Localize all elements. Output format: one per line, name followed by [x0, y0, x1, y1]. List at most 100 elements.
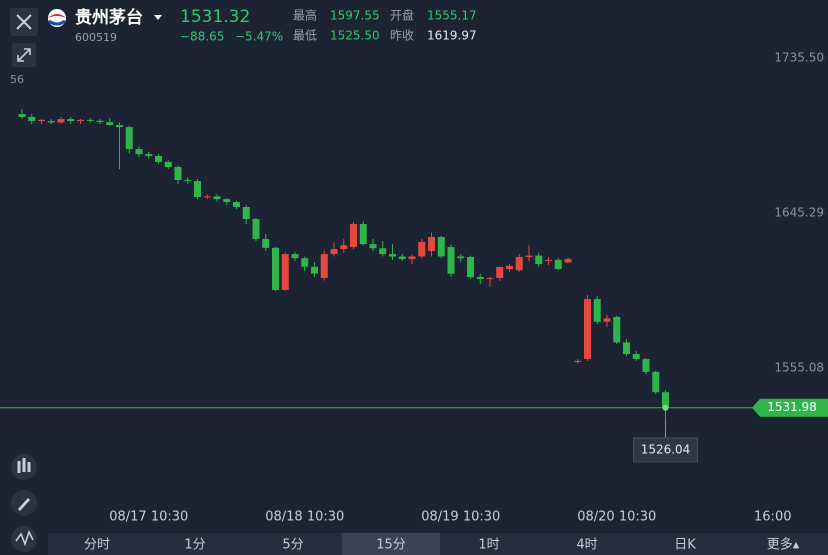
draw-tool-icon [18, 498, 30, 511]
high: 1597.55 [330, 9, 380, 23]
candle-body [457, 256, 465, 259]
price: 1531.32 [180, 7, 250, 27]
logo-red [48, 14, 66, 18]
candle-body [662, 392, 669, 408]
x-tick-label: 08/19 10:30 [421, 510, 500, 525]
change: −88.65 [180, 30, 224, 44]
shrink-icon [17, 48, 31, 62]
open-label: 开盘 [390, 8, 414, 23]
candle-body [194, 181, 201, 198]
y-tick-label: 1735.50 [774, 51, 824, 65]
candle-body [642, 359, 650, 372]
candle-body [252, 219, 260, 239]
tab[interactable]: 5分 [282, 538, 303, 553]
candle-body [203, 196, 211, 198]
candle-body [389, 254, 396, 257]
candle-body [47, 121, 55, 123]
candle-body [486, 277, 494, 279]
candle-body [437, 237, 445, 257]
candle-body [67, 119, 75, 122]
candle-body [145, 154, 153, 156]
tab[interactable]: 1时 [478, 538, 499, 553]
last-price-dot [662, 404, 669, 411]
change-pct: −5.47% [235, 30, 283, 44]
candle-body [272, 247, 279, 290]
candle-body [38, 119, 45, 122]
tab[interactable]: 1分 [184, 538, 205, 553]
candle-body [320, 254, 328, 278]
y-tick-label: 1555.08 [774, 361, 824, 375]
x-tick-label: 08/17 10:30 [109, 510, 188, 525]
candle-body [301, 258, 309, 267]
candle-body [418, 241, 426, 257]
candle-body [18, 114, 26, 117]
candle-body [525, 255, 533, 257]
high-label: 最高 [293, 8, 317, 23]
candle-body [223, 199, 231, 203]
candle-body [174, 166, 182, 181]
candle-body [603, 318, 611, 322]
candle-body [476, 277, 484, 279]
candle-body [135, 149, 143, 155]
indicator-tool[interactable] [11, 526, 37, 552]
candle-body [106, 122, 114, 126]
candle-body [213, 196, 221, 200]
candle-body [564, 259, 572, 263]
candle-body [262, 238, 270, 248]
tab[interactable]: 15分 [376, 538, 406, 553]
candle-body [652, 371, 660, 393]
candle-body [233, 202, 240, 207]
x-tick-label: 16:00 [754, 510, 791, 525]
candle-body [613, 316, 621, 343]
dropdown-arrow[interactable] [154, 15, 162, 20]
low-label: 最低 [293, 29, 317, 43]
candle-body [125, 127, 133, 150]
candle-body [574, 360, 582, 362]
candle-body [28, 116, 36, 122]
candle-body [632, 354, 640, 360]
candle-body [77, 119, 84, 122]
open: 1555.17 [427, 9, 477, 23]
tab[interactable]: 日K [674, 538, 696, 553]
candle-body [506, 265, 513, 270]
candle-body [623, 342, 630, 355]
candle-body [545, 259, 552, 261]
candle-body [535, 255, 543, 265]
indicator-tool-icon [15, 529, 34, 547]
candle-body [447, 247, 455, 274]
candle-body [359, 224, 367, 245]
candle-body [330, 249, 338, 255]
stock-name[interactable]: 贵州茅台 [75, 7, 143, 28]
candle-body [398, 256, 406, 260]
candle-body [379, 248, 387, 255]
tab[interactable]: 更多▴ [767, 537, 800, 553]
candle-body [584, 299, 591, 360]
candle-body [164, 161, 172, 167]
x-tick-label: 08/20 10:30 [577, 510, 656, 525]
candle-body [467, 256, 474, 278]
candle-body [96, 120, 104, 123]
candle-body [350, 224, 357, 248]
candle-body [515, 256, 523, 271]
x-tick-label: 08/18 10:30 [265, 510, 344, 525]
low-label: 1526.04 [641, 442, 691, 456]
stock-code: 600519 [75, 31, 117, 44]
candle-body [496, 266, 504, 278]
tab[interactable]: 分时 [84, 538, 110, 553]
candle-body [242, 206, 250, 220]
partial-label: 56 [10, 73, 24, 86]
last-price-label: 1531.98 [767, 400, 817, 414]
tab-selected-bg [342, 533, 440, 555]
candle-body [86, 119, 94, 121]
low-label-box [633, 437, 698, 463]
low: 1525.50 [330, 29, 380, 43]
tab[interactable]: 4时 [576, 538, 597, 553]
logo-blue [48, 19, 66, 26]
candle-body [116, 125, 123, 128]
prev-close-label: 昨收 [390, 29, 414, 43]
candle-body [184, 180, 192, 182]
candle-body [369, 244, 377, 249]
candle-body [340, 245, 348, 250]
